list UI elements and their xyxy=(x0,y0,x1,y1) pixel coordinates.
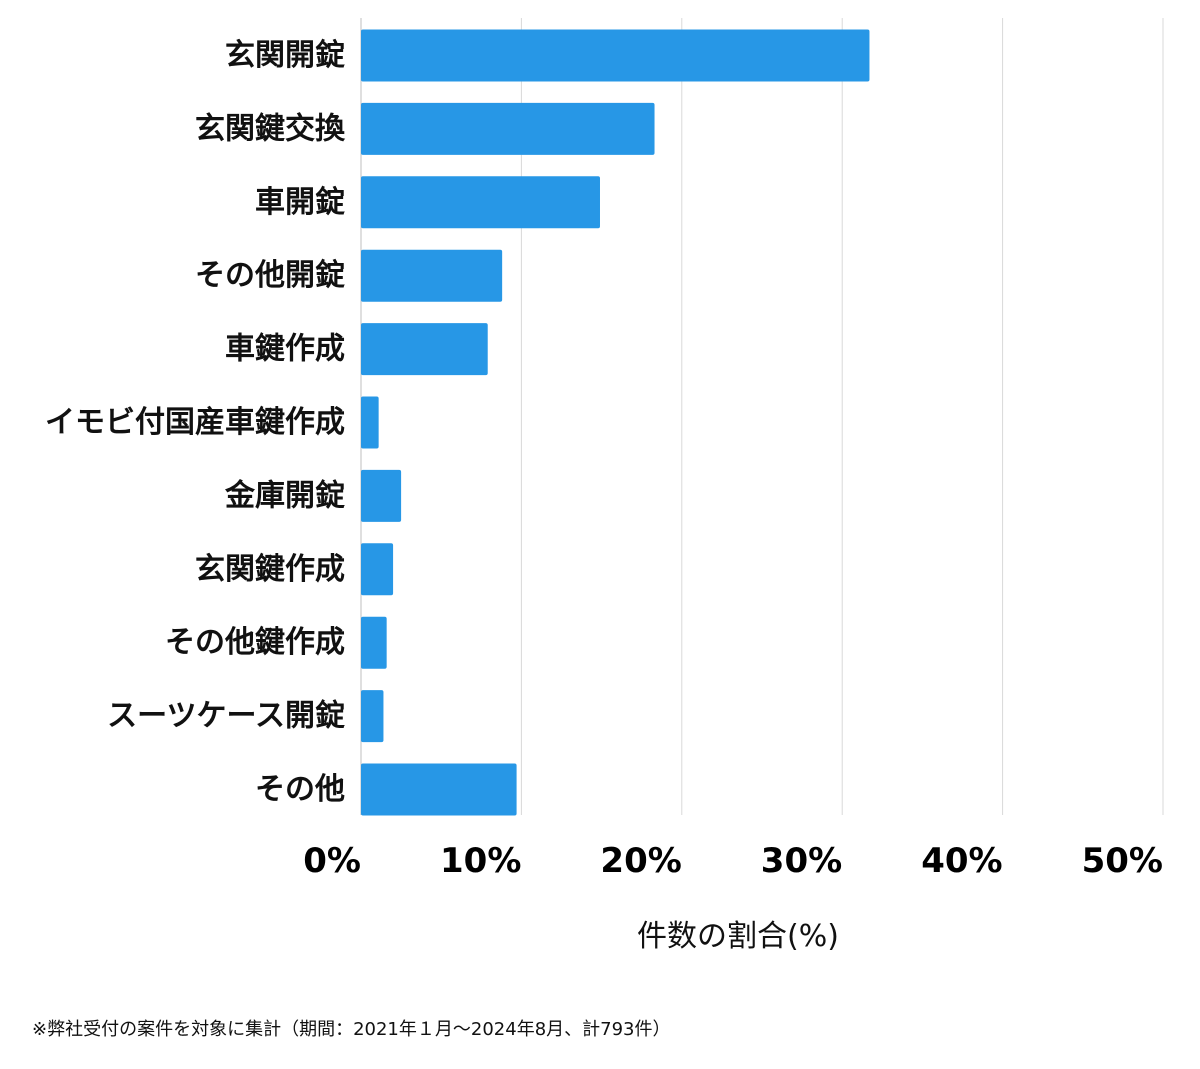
x-tick-label: 50% xyxy=(1082,841,1163,881)
bar-7 xyxy=(361,543,394,596)
bar-9 xyxy=(361,690,384,743)
x-tick-label: 0% xyxy=(303,841,361,881)
bar-1 xyxy=(361,102,655,155)
category-label: 車鍵作成 xyxy=(225,332,345,367)
category-label: 車開錠 xyxy=(255,185,345,220)
category-label: 玄関開錠 xyxy=(225,38,345,73)
footnote: ※弊社受付の案件を対象に集計（期間：2021年１月〜2024年8月、計793件） xyxy=(32,1019,671,1040)
category-label: イモビ付国産車鍵作成 xyxy=(45,405,345,440)
bar-6 xyxy=(361,469,402,522)
x-tick-label: 20% xyxy=(600,841,681,881)
x-tick-label: 10% xyxy=(440,841,521,881)
bar-10 xyxy=(361,763,517,816)
bar-chart: 玄関開錠玄関鍵交換車開錠その他開錠車鍵作成イモビ付国産車鍵作成金庫開錠玄関鍵作成… xyxy=(45,18,1164,954)
bar-2 xyxy=(361,176,600,229)
x-axis-title: 件数の割合(%) xyxy=(637,919,839,954)
category-label: スーツケース開錠 xyxy=(107,699,345,734)
category-label: その他 xyxy=(255,772,345,807)
bar-8 xyxy=(361,616,387,669)
bar-3 xyxy=(361,249,503,302)
bars xyxy=(361,29,870,816)
category-label: 玄関鍵交換 xyxy=(195,111,346,146)
category-label: その他開錠 xyxy=(195,258,345,293)
category-labels: 玄関開錠玄関鍵交換車開錠その他開錠車鍵作成イモビ付国産車鍵作成金庫開錠玄関鍵作成… xyxy=(45,38,346,807)
bar-5 xyxy=(361,396,379,449)
category-label: 玄関鍵作成 xyxy=(195,552,345,587)
bar-4 xyxy=(361,323,488,376)
x-tick-label: 40% xyxy=(921,841,1002,881)
x-tick-labels: 0% 10% 20% 30% 40% 50% xyxy=(303,841,1163,881)
x-tick-label: 30% xyxy=(761,841,842,881)
category-label: 金庫開錠 xyxy=(224,478,345,513)
bar-0 xyxy=(361,29,870,82)
category-label: その他鍵作成 xyxy=(165,625,345,660)
